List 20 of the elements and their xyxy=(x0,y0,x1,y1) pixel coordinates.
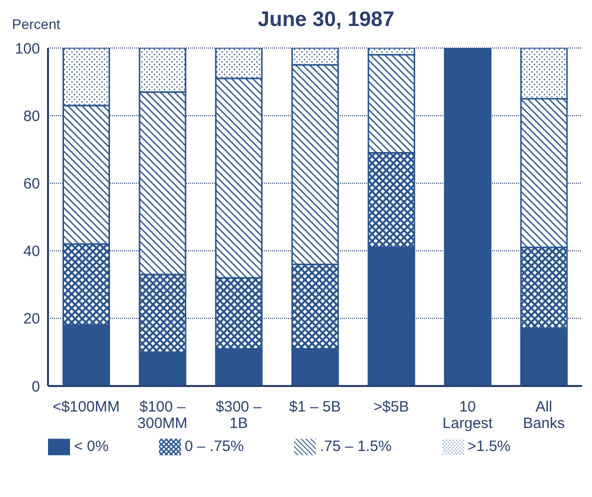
x-tick-label: $1 – 5B xyxy=(289,398,341,416)
y-tick-label: 20 xyxy=(23,310,40,328)
legend-label: < 0% xyxy=(74,438,109,455)
x-tick-label: $300 – 1B xyxy=(216,398,262,432)
chart-title: June 30, 1987 xyxy=(258,8,394,31)
y-axis-title: Percent xyxy=(12,16,60,32)
legend-label: >1.5% xyxy=(468,438,510,455)
x-tick-label: $100 – 300MM xyxy=(137,398,188,432)
legend-label: .75 – 1.5% xyxy=(320,438,392,455)
x-tick-label: <$100MM xyxy=(52,398,120,416)
y-tick-label: 100 xyxy=(14,40,40,58)
y-tick-label: 0 xyxy=(32,378,40,396)
y-tick-label: 40 xyxy=(23,243,40,260)
x-tick-label: >$5B xyxy=(374,398,410,416)
x-tick-label: 10 Largest xyxy=(442,398,494,432)
y-tick-label: 80 xyxy=(23,108,40,125)
x-tick-label: All Banks xyxy=(523,398,565,432)
y-tick-label: 60 xyxy=(23,176,40,193)
legend-label: 0 – .75% xyxy=(184,438,244,455)
bar xyxy=(444,48,492,386)
